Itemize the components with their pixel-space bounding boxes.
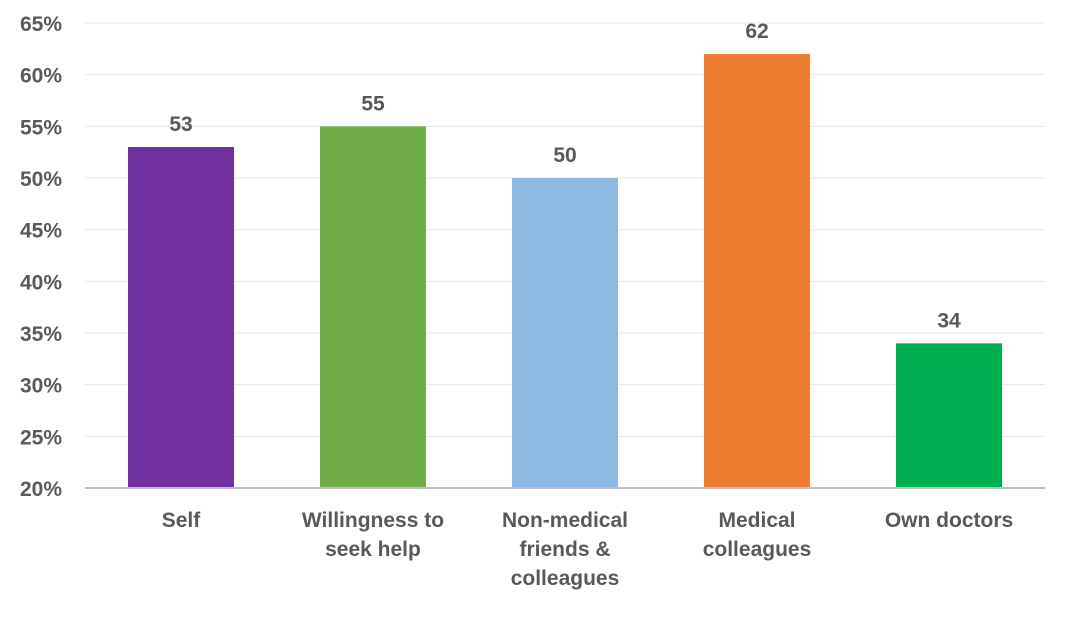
bar [896,343,1002,488]
x-tick-label: seek help [325,538,421,561]
y-tick-label: 20% [20,478,62,501]
data-label: 34 [937,309,961,332]
y-tick-label: 35% [20,323,62,346]
x-tick-label: colleagues [511,567,620,590]
data-label: 53 [169,113,192,136]
y-tick-label: 45% [20,220,62,243]
y-tick-label: 65% [20,13,62,36]
x-tick-label: Medical [718,509,795,532]
bar [512,178,618,488]
bar [704,54,810,488]
x-tick-label: Self [162,509,202,532]
x-tick-label: friends & [519,538,610,561]
x-tick-label: colleagues [703,538,812,561]
y-tick-label: 60% [20,65,62,88]
x-tick-label: Own doctors [885,509,1013,532]
y-tick-label: 50% [20,168,62,191]
x-tick-label: Non-medical [502,509,628,532]
x-tick-label: Willingness to [302,509,444,532]
y-tick-label: 40% [20,271,62,294]
bar [128,147,234,488]
data-label: 50 [553,144,576,167]
data-label: 62 [745,20,768,43]
y-tick-label: 55% [20,116,62,139]
bar [320,126,426,488]
y-tick-label: 30% [20,375,62,398]
data-label: 55 [361,92,385,115]
y-tick-label: 25% [20,426,62,449]
